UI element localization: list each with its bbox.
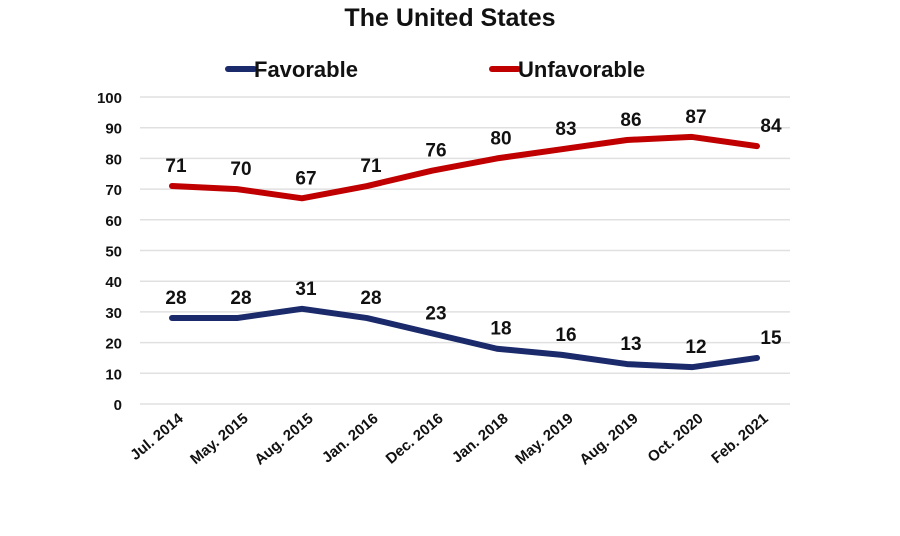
- data-point: [561, 148, 563, 151]
- x-tick-label: May. 2015: [187, 410, 251, 468]
- data-label: 71: [360, 156, 382, 177]
- chart-title: The United States: [344, 4, 555, 32]
- data-point: [236, 317, 238, 320]
- x-tick-label: Jan. 2016: [319, 410, 382, 466]
- series-line-favorable: [169, 305, 760, 371]
- data-point: [561, 353, 563, 356]
- y-tick-label: 70: [105, 182, 122, 199]
- data-label: 12: [685, 337, 706, 358]
- data-label: 86: [620, 110, 641, 131]
- x-tick-label: Aug. 2019: [576, 410, 641, 469]
- data-label: 87: [685, 107, 706, 128]
- data-label: 80: [490, 128, 511, 149]
- x-tick-label: Jul. 2014: [127, 410, 187, 464]
- data-label: 15: [760, 328, 782, 349]
- data-point: [626, 138, 628, 141]
- x-tick-label: Oct. 2020: [645, 410, 707, 466]
- data-label: 76: [425, 141, 446, 162]
- x-tick-label: Feb. 2021: [708, 410, 771, 467]
- data-point: [691, 366, 693, 369]
- data-point: [301, 197, 303, 200]
- data-label: 13: [620, 334, 641, 355]
- data-point: [236, 188, 238, 191]
- series-line-unfavorable: [169, 133, 760, 202]
- y-tick-label: 100: [97, 90, 122, 107]
- data-point: [301, 307, 303, 310]
- y-tick-label: 90: [105, 121, 122, 138]
- data-point: [171, 317, 173, 320]
- data-point: [496, 157, 498, 160]
- x-tick-label: Dec. 2016: [383, 410, 447, 468]
- data-point: [366, 317, 368, 320]
- data-label: 18: [490, 319, 511, 340]
- x-tick-label: Aug. 2015: [251, 410, 316, 469]
- y-tick-label: 60: [105, 213, 122, 230]
- y-tick-label: 20: [105, 336, 122, 353]
- data-label: 67: [295, 168, 316, 189]
- data-label: 84: [760, 116, 782, 137]
- legend-label: Favorable: [254, 57, 358, 82]
- y-tick-label: 30: [105, 305, 122, 322]
- data-label: 16: [555, 325, 576, 346]
- y-tick-label: 50: [105, 244, 122, 261]
- y-tick-label: 40: [105, 274, 122, 291]
- data-label: 71: [165, 156, 187, 177]
- x-tick-label: May. 2019: [512, 410, 576, 468]
- data-point: [756, 145, 758, 148]
- data-point: [691, 135, 693, 138]
- data-label: 31: [295, 279, 317, 300]
- data-point: [171, 185, 173, 188]
- legend-label: Unfavorable: [518, 57, 645, 82]
- data-point: [431, 332, 433, 335]
- y-tick-label: 0: [114, 397, 122, 414]
- data-label: 28: [360, 288, 381, 309]
- data-label: 28: [230, 288, 251, 309]
- data-label: 83: [555, 119, 576, 140]
- data-point: [626, 363, 628, 366]
- x-tick-label: Jan. 2018: [449, 410, 512, 466]
- data-point: [756, 356, 758, 359]
- y-axis: 0 10 20 30 40 50 60 70 80 90 100: [97, 90, 122, 414]
- x-axis: Jul. 2014 May. 2015 Aug. 2015 Jan. 2016 Dec.…: [127, 410, 771, 469]
- y-tick-label: 80: [105, 151, 122, 168]
- data-point: [431, 169, 433, 172]
- data-label: 70: [230, 159, 251, 180]
- y-tick-label: 10: [105, 366, 122, 383]
- series: 28 28 31 28 23 18 16 13 12 15 71 70 67 71 76 80 83 86 87 84: [165, 107, 782, 371]
- data-label: 28: [165, 288, 186, 309]
- data-point: [366, 185, 368, 188]
- legend: Favorable Unfavorable: [225, 57, 645, 82]
- data-point: [496, 347, 498, 350]
- data-label: 23: [425, 303, 446, 324]
